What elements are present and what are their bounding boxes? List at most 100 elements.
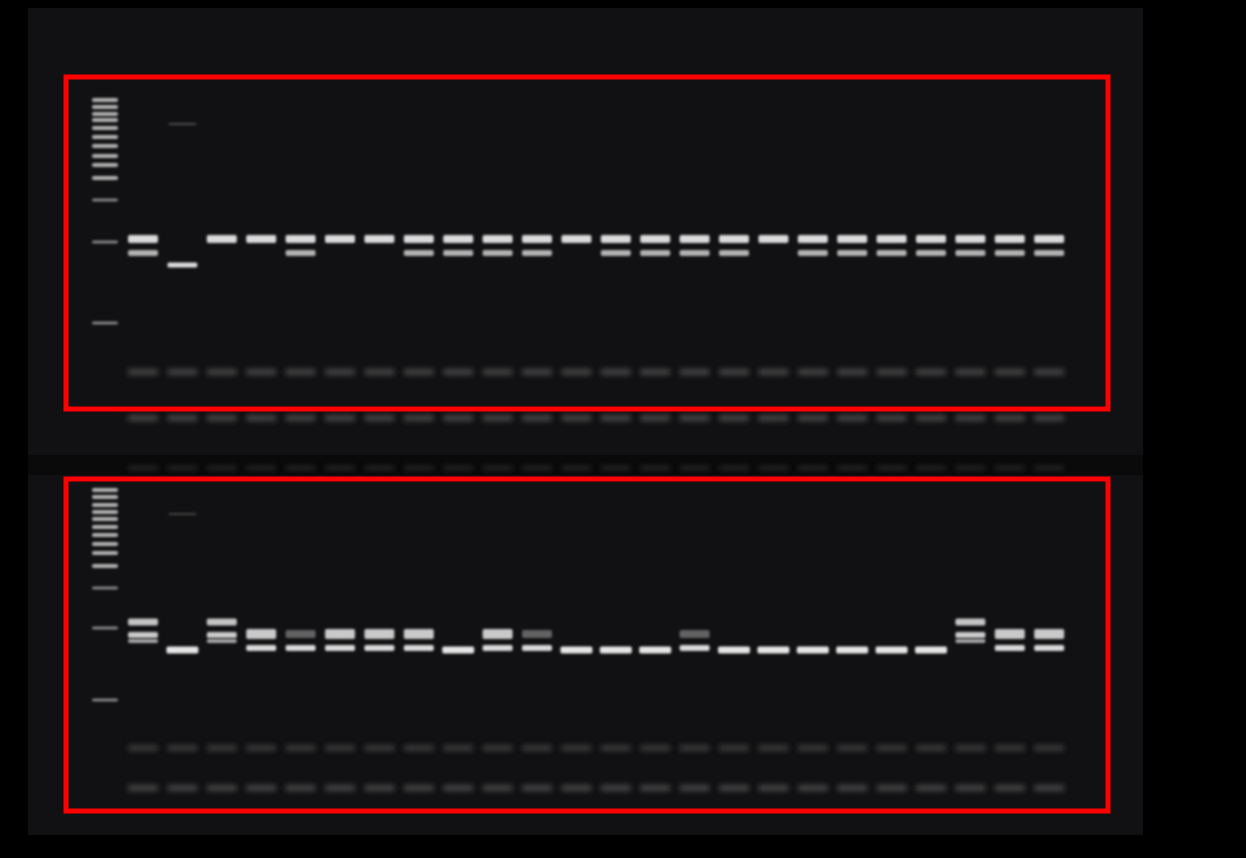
dna-band [1034,250,1065,256]
dna-band [364,645,395,651]
dna-band [915,646,947,654]
dna-band [1034,629,1065,639]
well [994,466,1025,470]
faint-band [246,415,277,421]
dna-band [443,250,474,256]
faint-band [600,415,631,421]
well [640,466,671,470]
faint-band [955,369,986,375]
ladder-band [92,135,118,139]
dna-band [796,646,829,654]
dna-band [994,645,1025,651]
ladder-band [92,198,118,202]
faint-band [679,745,710,751]
faint-band [561,415,592,421]
dna-band [285,645,316,651]
faint-band [285,745,316,751]
dna-band [994,235,1025,243]
dna-band [443,235,474,243]
ladder-band [92,154,118,158]
dna-band [876,235,907,243]
ladder-band [92,503,118,507]
ladder-band [92,98,118,102]
dna-band [640,235,671,243]
dna-band [718,646,750,654]
faint-band [1034,745,1065,751]
dna-band [955,632,986,638]
faint-band [916,745,946,751]
faint-band [206,369,237,375]
dna-band [600,250,631,256]
dna-band [403,250,434,256]
faint-band [206,745,237,751]
dna-band [128,639,158,643]
well [364,466,395,470]
faint-band [955,785,986,791]
dna-band [599,646,632,654]
faint-band [955,415,986,421]
faint-band [719,369,749,375]
faint-band [679,369,710,375]
faint-band [876,415,907,421]
faint-band [482,369,513,375]
dna-band [875,646,908,654]
ladder-band [92,517,118,521]
faint-band [167,745,198,751]
faint-band [600,745,631,751]
well [719,466,749,470]
dna-band [285,235,316,243]
faint-band [561,745,592,751]
ladder-band [92,112,118,116]
dna-band [994,629,1025,639]
dna-band [482,235,513,243]
dna-band [128,250,158,256]
faint-band [1034,415,1065,421]
dna-band [1034,235,1065,243]
faint-band [876,745,907,751]
faint-band [285,415,316,421]
faint-band [482,745,513,751]
dna-band [955,235,986,243]
dna-band [168,123,197,125]
dna-band [994,250,1025,256]
dna-band [560,646,593,654]
dna-band [639,646,672,654]
faint-band [679,415,710,421]
dna-band [679,250,710,256]
faint-band [1034,785,1065,791]
ladder-band [92,118,118,122]
faint-band [522,785,552,791]
well [837,466,868,470]
faint-band [837,415,868,421]
faint-band [640,745,671,751]
dna-band [797,235,828,243]
dna-band [719,235,749,243]
ladder-band [92,495,118,499]
faint-band [837,745,868,751]
faint-band [522,415,552,421]
ladder-band [92,163,118,167]
well [679,466,710,470]
well [758,466,789,470]
faint-band [640,415,671,421]
dna-band [285,250,316,256]
faint-band [679,785,710,791]
faint-band [876,369,907,375]
ladder-band [92,240,118,244]
gel-gap [28,455,1143,475]
faint-band [876,785,907,791]
ladder-band [92,586,118,590]
dna-band [442,646,475,654]
dna-band [167,262,198,268]
dna-band [403,629,434,639]
dna-band [482,645,513,651]
ladder-band [92,698,118,702]
dna-band [482,629,513,639]
dna-band [325,629,355,639]
dna-band [600,235,631,243]
faint-band [325,785,355,791]
faint-band [443,415,474,421]
dna-band [206,639,237,643]
dna-band [837,250,868,256]
